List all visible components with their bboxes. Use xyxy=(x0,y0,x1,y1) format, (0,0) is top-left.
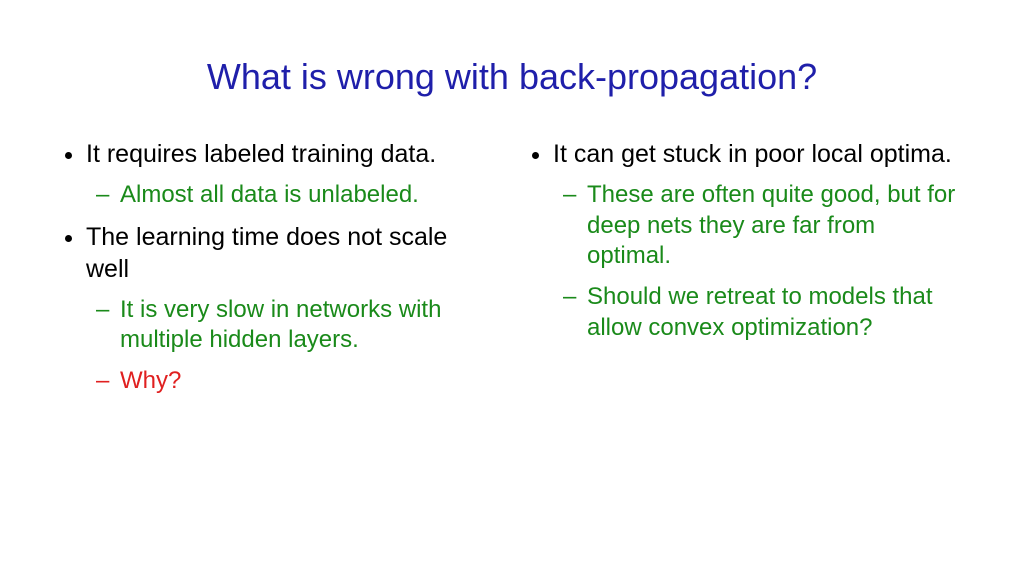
list-item: It requires labeled training data. Almos… xyxy=(86,138,497,211)
list-item-text: The learning time does not scale well xyxy=(86,223,447,283)
list-item: It can get stuck in poor local optima. T… xyxy=(553,138,964,344)
sub-list-item: It is very slow in networks with multipl… xyxy=(120,295,497,356)
sub-list-item-text: Should we retreat to models that allow c… xyxy=(587,283,933,341)
list-item-text: It requires labeled training data. xyxy=(86,140,436,168)
sub-list-item: Almost all data is unlabeled. xyxy=(120,180,497,211)
sub-list: These are often quite good, but for deep… xyxy=(553,180,964,344)
sub-list-item-text: These are often quite good, but for deep… xyxy=(587,181,955,269)
sub-list: It is very slow in networks with multipl… xyxy=(86,295,497,397)
left-column: It requires labeled training data. Almos… xyxy=(60,138,497,407)
sub-list-item-text: It is very slow in networks with multipl… xyxy=(120,296,441,354)
slide-title: What is wrong with back-propagation? xyxy=(60,56,964,98)
sub-list: Almost all data is unlabeled. xyxy=(86,180,497,211)
sub-list-item-text: Almost all data is unlabeled. xyxy=(120,181,419,208)
bullet-list: It can get stuck in poor local optima. T… xyxy=(527,138,964,344)
sub-list-item: Why? xyxy=(120,366,497,397)
list-item-text: It can get stuck in poor local optima. xyxy=(553,140,952,168)
list-item: The learning time does not scale well It… xyxy=(86,221,497,397)
sub-list-item-text: Why? xyxy=(120,367,181,394)
bullet-list: It requires labeled training data. Almos… xyxy=(60,138,497,397)
slide: What is wrong with back-propagation? It … xyxy=(0,0,1024,576)
right-column: It can get stuck in poor local optima. T… xyxy=(527,138,964,407)
sub-list-item: Should we retreat to models that allow c… xyxy=(587,282,964,343)
slide-columns: It requires labeled training data. Almos… xyxy=(60,138,964,407)
sub-list-item: These are often quite good, but for deep… xyxy=(587,180,964,272)
